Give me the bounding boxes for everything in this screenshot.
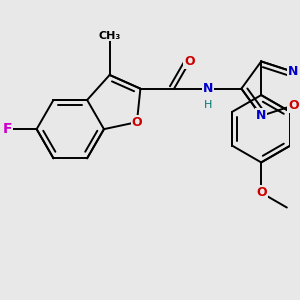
Text: O: O <box>288 99 298 112</box>
Text: N: N <box>288 65 298 78</box>
Text: O: O <box>256 186 266 199</box>
Text: N: N <box>256 110 266 122</box>
Text: F: F <box>2 122 12 136</box>
Text: H: H <box>203 100 212 110</box>
Text: N: N <box>202 82 213 95</box>
Text: CH₃: CH₃ <box>98 31 121 40</box>
Text: O: O <box>132 116 142 129</box>
Text: O: O <box>184 55 195 68</box>
